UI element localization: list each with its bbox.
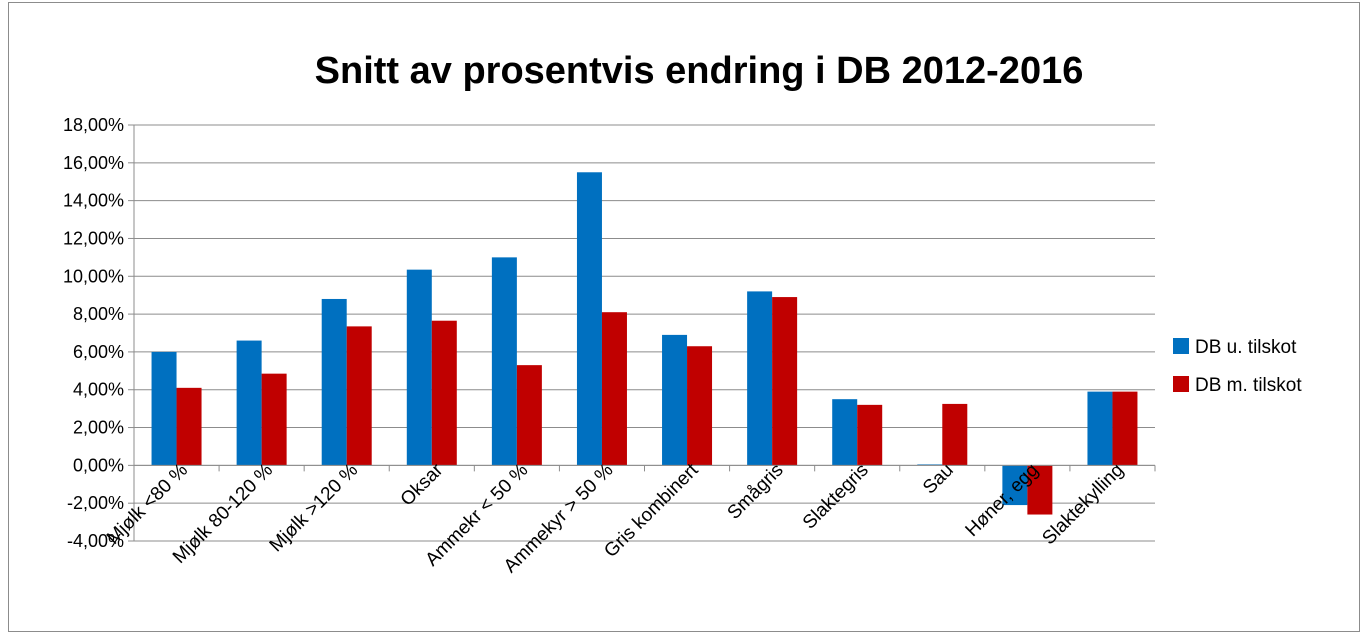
y-tick-label: 10,00% [63,266,124,286]
bar [1087,391,1113,466]
y-tick-label: -4,00% [67,531,124,551]
bar [662,334,688,466]
bar [601,312,627,466]
y-tick-label: 0,00% [73,455,124,475]
chart-title: Snitt av prosentvis endring i DB 2012-20… [315,50,1084,92]
y-tick-label: 16,00% [63,153,124,173]
bar [516,365,542,466]
y-tick-label: 2,00% [73,418,124,438]
bar [576,172,602,466]
bar [747,291,773,466]
bar [687,346,713,466]
y-tick-label: 8,00% [73,304,124,324]
bar [346,326,372,466]
bar [236,340,262,466]
legend-label: DB u. tilskot [1195,337,1297,358]
bar [857,404,883,466]
x-tick-label: Mjølk >120 % [266,460,363,557]
x-tick-label: Slaktegris [799,460,873,534]
y-axis-ticks: -4,00% -2,00% 0,00% 2,00% 4,00% 6,00% 8,00% 10,… [63,115,134,551]
chart-frame: Snitt av prosentvis endring i DB 2012-20… [8,2,1360,632]
bar [406,269,432,466]
y-tick-label: 18,00% [63,115,124,135]
axes [133,125,1156,541]
gridlines [134,124,1155,542]
legend: DB u. tilskot DB m. tilskot [1173,337,1302,396]
legend-swatch [1173,338,1189,354]
y-tick-label: 6,00% [73,342,124,362]
bar [1002,465,1028,506]
bar [261,373,287,466]
bar [176,387,202,466]
bar [151,351,177,466]
y-tick-label: 12,00% [63,228,124,248]
bar [321,298,347,466]
legend-swatch [1173,376,1189,392]
y-tick-label: 4,00% [73,380,124,400]
bar [1027,465,1053,515]
x-axis-labels: Mjølk <80 %Mjølk 80-120 %Mjølk >120 % Oks… [103,459,1128,577]
bar [772,297,798,466]
bar [942,403,968,466]
x-tick-label: Smågris [724,460,788,524]
y-tick-label: -2,00% [67,493,124,513]
bar [491,257,517,466]
bar-chart: Snitt av prosentvis endring i DB 2012-20… [63,50,1302,577]
bar [1112,391,1138,466]
bars [151,172,1138,515]
bar [832,399,858,466]
legend-label: DB m. tilskot [1195,375,1302,396]
y-tick-label: 14,00% [63,191,124,211]
bar [431,320,457,466]
